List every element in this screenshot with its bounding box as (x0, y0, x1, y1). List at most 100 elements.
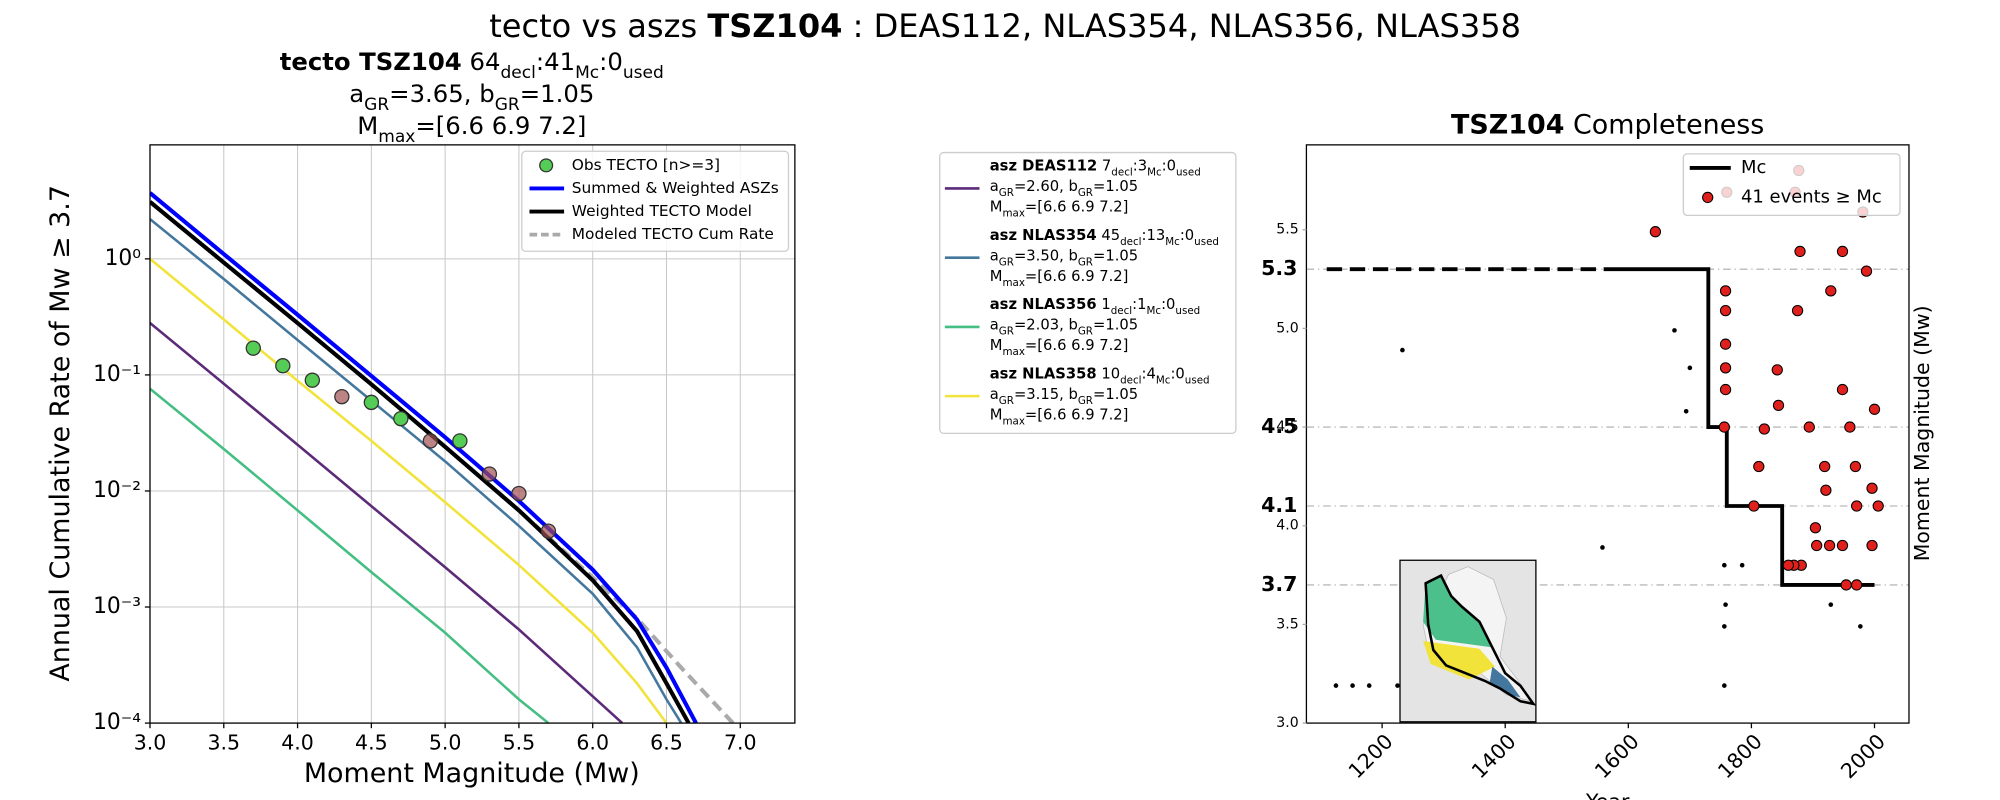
data-point (1772, 399, 1785, 412)
subscript: GR (999, 326, 1014, 338)
series-line (150, 387, 550, 724)
legend-box (939, 151, 1237, 434)
text-run: : DEAS112, NLAS354, NLAS356, NLAS358 (842, 7, 1521, 45)
y-tick-label: 4.0 (1276, 518, 1298, 534)
mc-tick-label: 5.3 (1261, 256, 1297, 280)
y-tick-label: 10⁻¹ (93, 362, 141, 387)
data-point (245, 340, 261, 356)
data-point (1836, 539, 1849, 552)
data-point (1719, 285, 1732, 297)
legend-label: Mmax=[6.6 6.9 7.2] (990, 337, 1129, 358)
text-run: M (990, 406, 1003, 423)
subscript: GR (1078, 187, 1093, 199)
legend-label: Weighted TECTO Model (572, 202, 752, 220)
data-point (275, 358, 291, 374)
text-run: tecto vs aszs (489, 7, 707, 45)
data-point (1828, 602, 1834, 607)
subscript: decl (1120, 236, 1141, 248)
text-run: a (990, 247, 999, 264)
legend-box (521, 150, 790, 252)
x-tick-label: 3.5 (207, 731, 240, 755)
subscript: used (1176, 167, 1201, 179)
data-point (1395, 683, 1400, 688)
inset-zone (1489, 666, 1521, 698)
data-point (511, 485, 527, 502)
text-run: =1.05 (1093, 386, 1138, 403)
legend-label: Mmax=[6.6 6.9 7.2] (990, 406, 1129, 427)
subscript: used (623, 63, 664, 83)
legend-label: Mc (1741, 157, 1766, 178)
mc-tick-label: 4.1 (1261, 493, 1297, 517)
text-run: :0 (1170, 365, 1184, 382)
subscript: GR (364, 95, 389, 115)
series-line (150, 257, 668, 724)
data-point (1719, 362, 1732, 374)
inset-zone (1423, 575, 1493, 648)
y-tick-label: 3.0 (1276, 715, 1298, 731)
subscript: decl (1111, 167, 1132, 179)
bold-run: asz NLAS354 (990, 227, 1097, 244)
text-run: =1.05 (520, 79, 595, 108)
data-point (540, 523, 557, 539)
text-run: =3.15, b (1014, 386, 1078, 403)
text-run: a (990, 317, 999, 334)
data-point (1683, 408, 1689, 414)
subscript: GR (999, 187, 1014, 199)
text-run: 64 (462, 47, 501, 76)
data-point (1400, 347, 1405, 353)
text-run: M (990, 337, 1003, 354)
legend-label: aGR=3.15, bGR=1.05 (990, 386, 1138, 407)
y-axis-label: Moment Magnitude (Mw) (1910, 305, 1934, 561)
data-point (1849, 460, 1862, 473)
subscript: max (1002, 415, 1024, 427)
data-point (1836, 383, 1849, 396)
subscript: max (1002, 208, 1024, 220)
subscript: Mc (1147, 305, 1162, 317)
mc-tick-label: 3.7 (1261, 572, 1297, 596)
data-point (1719, 338, 1732, 350)
y-tick-label: 10⁻⁴ (93, 710, 141, 735)
text-run: :3 (1133, 158, 1147, 175)
text-run: :4 (1142, 365, 1156, 382)
data-point (1866, 539, 1878, 552)
x-tick-label: 7.0 (724, 731, 757, 755)
subscript: GR (495, 95, 520, 115)
data-point (1836, 245, 1849, 258)
text-run: =3.65, b (389, 79, 495, 108)
subscript: decl (500, 63, 535, 83)
x-tick-label: 4.0 (281, 731, 314, 755)
bold-run: TSZ104 (707, 7, 842, 45)
x-axis-label: Year (1585, 790, 1630, 800)
text-run: :1 (1132, 296, 1146, 313)
data-point (1758, 423, 1770, 435)
text-run: :0 (599, 47, 623, 76)
subscript: GR (1078, 256, 1093, 268)
legend-label: asz NLAS358 10decl:4Mc:0used (990, 365, 1210, 386)
series-line (150, 200, 691, 724)
data-point (1809, 522, 1822, 534)
data-point (481, 466, 498, 482)
text-run: =[6.6 6.9 7.2] (1025, 199, 1129, 216)
data-point (1722, 683, 1727, 688)
bold-run: asz NLAS356 (990, 296, 1097, 313)
text-run: 10 (1097, 365, 1120, 382)
axes-title: Mmax=[6.6 6.9 7.2] (357, 111, 586, 147)
y-tick-label: 10⁰ (105, 246, 141, 271)
y-tick-label: 10⁻³ (93, 594, 141, 619)
subscript: Mc (1165, 236, 1180, 248)
legend-label: aGR=2.60, bGR=1.05 (990, 178, 1138, 199)
text-run: =1.05 (1093, 317, 1138, 334)
subscript: GR (999, 256, 1014, 268)
subscript: used (1185, 374, 1210, 386)
data-point (1718, 421, 1730, 433)
subscript: max (1002, 346, 1024, 358)
legend-label: asz DEAS112 7decl:3Mc:0used (990, 158, 1201, 179)
data-point (1860, 265, 1873, 277)
axes-frame (149, 144, 796, 724)
data-point (1844, 421, 1856, 433)
data-point (1366, 683, 1372, 688)
legend-label: asz NLAS354 45decl:13Mc:0used (990, 227, 1219, 248)
axes-frame (1305, 144, 1910, 724)
